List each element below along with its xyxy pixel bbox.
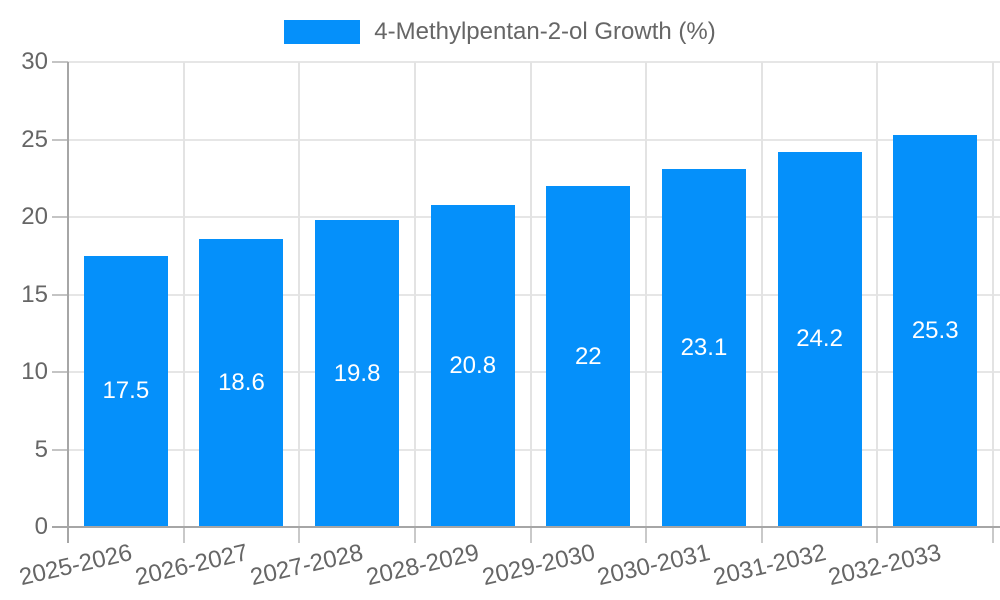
- y-gridline: [68, 61, 1000, 63]
- x-tick-label-text: 2029-2030: [479, 539, 598, 592]
- y-tick-label: 25: [21, 125, 48, 153]
- x-gridline: [876, 62, 879, 527]
- x-gridline: [645, 62, 648, 527]
- x-gridline: [529, 62, 532, 527]
- bar[interactable]: [83, 255, 168, 527]
- legend-item[interactable]: 4-Methylpentan-2-ol Growth (%): [0, 19, 1000, 45]
- legend-label: 4-Methylpentan-2-ol Growth (%): [374, 18, 716, 45]
- y-gridline: [68, 371, 1000, 373]
- y-axis-line: [67, 62, 69, 543]
- y-axis-tick: [52, 371, 68, 373]
- x-axis-tick: [298, 527, 301, 543]
- bar-value-label: 25.3: [911, 316, 959, 344]
- x-tick-label-text: 2026-2027: [132, 539, 251, 592]
- x-axis-tick: [182, 527, 185, 543]
- x-axis-tick: [645, 527, 648, 543]
- bar-value-label: 17.5: [102, 377, 150, 405]
- x-tick-label-text: 2032-2033: [826, 539, 945, 592]
- bar[interactable]: [661, 168, 746, 527]
- x-axis-tick: [760, 527, 763, 543]
- y-axis-tick: [52, 293, 68, 296]
- bar-value-label: 19.8: [333, 359, 381, 387]
- x-gridline: [413, 62, 416, 527]
- y-axis-tick: [52, 61, 68, 63]
- y-axis-tick: [52, 216, 68, 218]
- x-gridline: [298, 62, 301, 527]
- bar[interactable]: [777, 151, 862, 527]
- bar[interactable]: [315, 220, 400, 527]
- x-axis-tick: [876, 527, 879, 543]
- x-axis-tick: [529, 527, 532, 543]
- x-axis-tick: [413, 527, 416, 543]
- x-axis-line: [52, 526, 1000, 528]
- y-tick-label: 5: [34, 435, 48, 463]
- bar[interactable]: [199, 238, 284, 527]
- bar-value-label: 20.8: [449, 351, 497, 379]
- y-tick-label: 10: [21, 358, 48, 385]
- x-gridline: [760, 62, 763, 527]
- x-tick-label-text: 2030-2031: [594, 539, 713, 592]
- x-gridline: [182, 62, 185, 527]
- bar[interactable]: [430, 204, 515, 527]
- x-axis-tick: [992, 527, 994, 543]
- y-axis-tick: [52, 448, 68, 451]
- y-axis-tick: [52, 138, 68, 141]
- x-tick-label-text: 2031-2032: [710, 539, 829, 592]
- x-tick-label-text: 2028-2029: [363, 539, 482, 592]
- bar-value-label: 18.6: [218, 368, 265, 396]
- y-tick-label: 0: [34, 513, 48, 540]
- x-tick-label-text: 2025-2026: [16, 539, 135, 592]
- y-gridline: [68, 448, 1000, 451]
- y-tick-label: 20: [21, 203, 48, 230]
- y-tick-label: 15: [21, 280, 48, 308]
- x-tick-label-text: 2027-2028: [247, 539, 366, 592]
- y-gridline: [68, 138, 1000, 141]
- bar-value-label: 23.1: [680, 333, 728, 361]
- bar[interactable]: [893, 134, 978, 527]
- bar[interactable]: [546, 186, 631, 527]
- x-gridline: [992, 62, 994, 527]
- y-gridline: [68, 216, 1000, 218]
- bar-value-label: 22: [574, 342, 602, 370]
- legend-swatch: [284, 20, 361, 44]
- bar-value-label: 24.2: [796, 325, 843, 353]
- y-gridline: [68, 293, 1000, 296]
- y-tick-label: 30: [21, 48, 48, 75]
